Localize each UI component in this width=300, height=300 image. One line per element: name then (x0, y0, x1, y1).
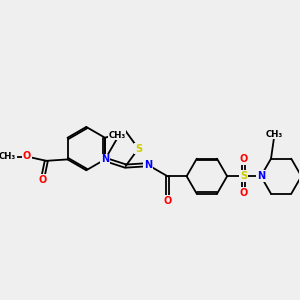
Text: O: O (22, 151, 31, 161)
Text: N: N (144, 160, 152, 170)
Text: S: S (240, 171, 247, 181)
Text: N: N (101, 154, 109, 164)
Text: O: O (239, 154, 247, 164)
Text: CH₃: CH₃ (266, 130, 283, 139)
Text: N: N (257, 171, 265, 181)
Text: O: O (38, 175, 46, 185)
Text: CH₃: CH₃ (0, 152, 16, 161)
Text: O: O (164, 196, 172, 206)
Text: CH₃: CH₃ (109, 131, 126, 140)
Text: O: O (239, 188, 247, 198)
Text: S: S (135, 144, 142, 154)
